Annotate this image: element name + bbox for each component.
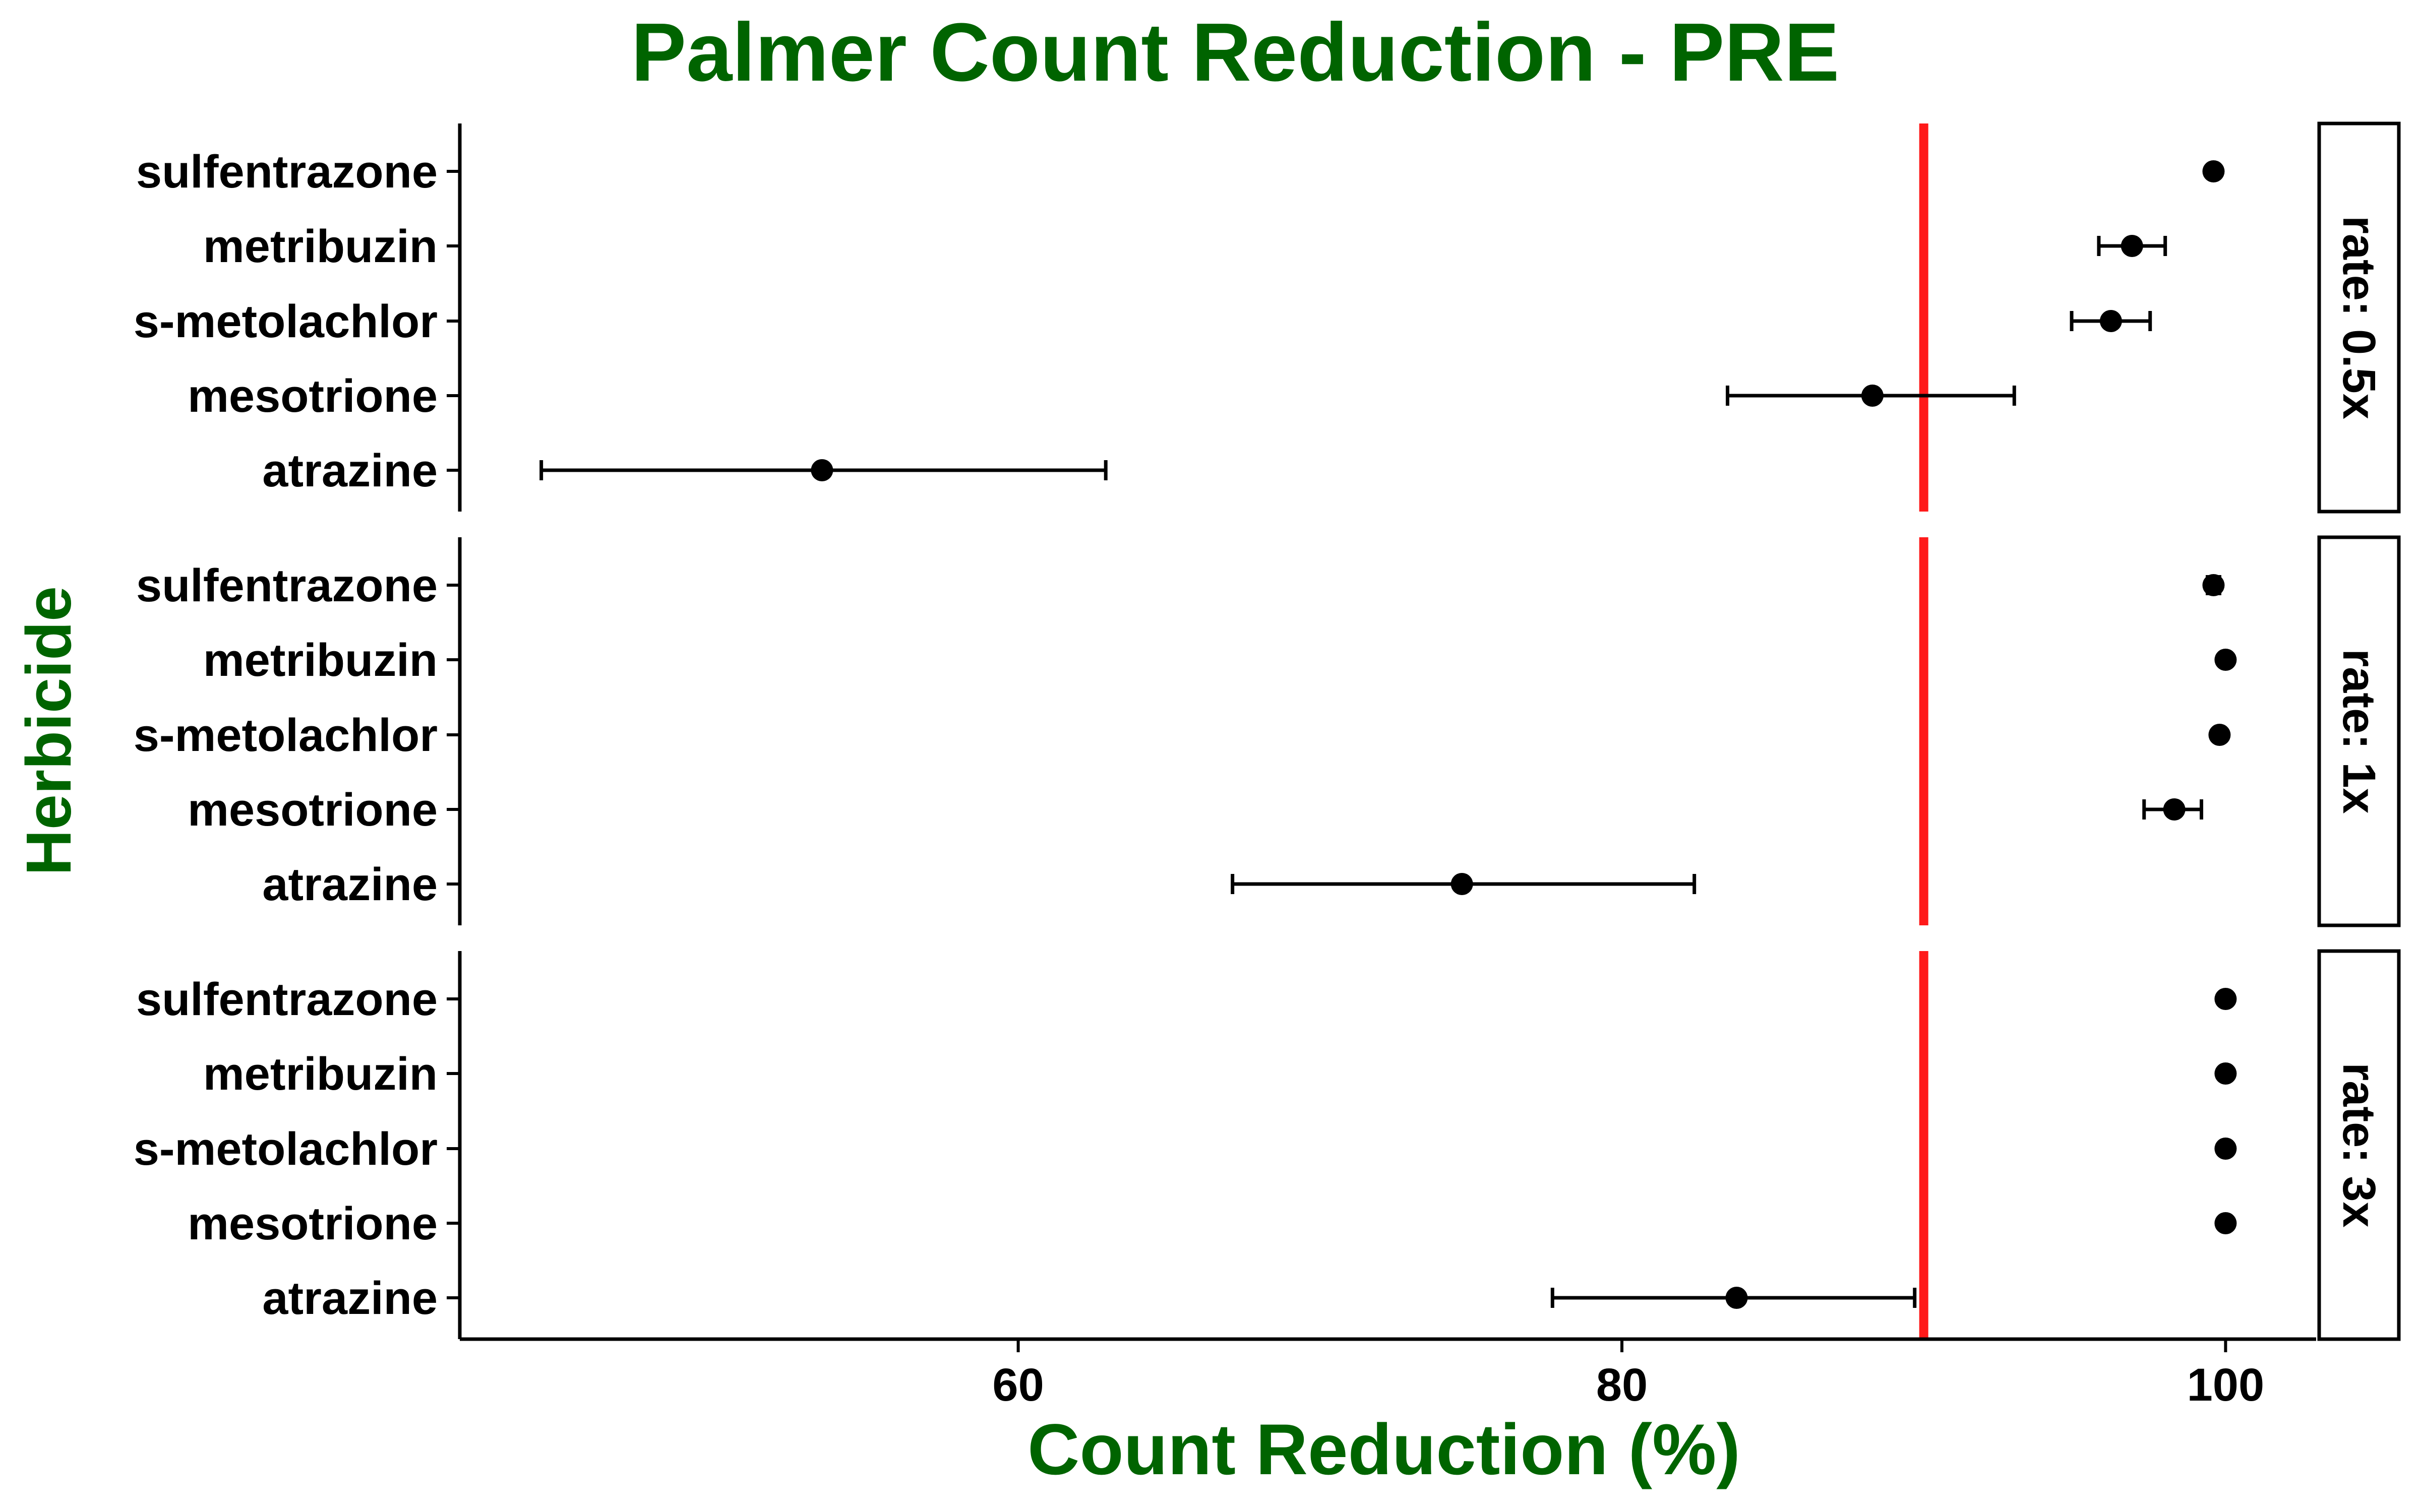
data-point: [2121, 235, 2143, 257]
facet-strip-label: rate: 3x: [2333, 1062, 2385, 1227]
y-tick-label: mesotrione: [188, 370, 438, 422]
y-tick-label: metribuzin: [203, 635, 438, 686]
x-tick-label: 60: [992, 1359, 1044, 1411]
facet-strip: [2317, 121, 2401, 514]
facet-panels: sulfentrazone metribuzin s-metolachlor meso…: [134, 121, 2401, 1341]
data-point: [2202, 160, 2225, 182]
y-tick-label: atrazine: [262, 1273, 438, 1324]
x-tick-label: 100: [2187, 1359, 2265, 1411]
data-point: [2099, 310, 2122, 332]
data-point: [1861, 385, 1884, 407]
y-tick-label: s-metolachlor: [134, 1123, 438, 1175]
data-point: [2214, 1062, 2237, 1085]
y-tick-label: atrazine: [262, 859, 438, 910]
data-point: [2214, 649, 2237, 671]
facet-strip: [2317, 949, 2401, 1341]
facet-strip-label: rate: 1x: [2333, 649, 2385, 813]
y-tick-label: sulfentrazone: [136, 560, 438, 611]
data-point: [2202, 574, 2225, 596]
data-point: [1450, 873, 1473, 895]
facet-strip: [2317, 535, 2401, 927]
data-point: [811, 459, 833, 481]
facet-panel: sulfentrazone metribuzin s-metolachlor meso…: [134, 121, 2401, 514]
chart-title: Palmer Count Reduction - PRE: [631, 6, 1839, 98]
x-tick-label: 80: [1596, 1359, 1648, 1411]
y-tick-label: mesotrione: [188, 1198, 438, 1249]
data-point: [1725, 1287, 1748, 1309]
data-point: [2208, 724, 2231, 746]
x-axis: 60 80 100: [460, 1337, 2316, 1411]
y-tick-label: metribuzin: [203, 221, 438, 272]
y-tick-label: metribuzin: [203, 1048, 438, 1100]
y-tick-label: sulfentrazone: [136, 146, 438, 198]
data-point: [2214, 1138, 2237, 1160]
y-axis-label: Herbicide: [13, 586, 84, 875]
facet-strip-label: rate: 0.5x: [2333, 216, 2385, 419]
facet-panel: sulfentrazone metribuzin s-metolachlor meso…: [134, 535, 2401, 927]
y-tick-label: s-metolachlor: [134, 296, 438, 347]
x-axis-label: Count Reduction (%): [1027, 1410, 1740, 1490]
data-point: [2214, 1212, 2237, 1234]
y-tick-label: mesotrione: [188, 784, 438, 836]
data-point: [2163, 798, 2186, 821]
y-tick-label: sulfentrazone: [136, 974, 438, 1025]
facet-panel: sulfentrazone metribuzin s-metolachlor meso…: [134, 949, 2401, 1341]
y-tick-label: atrazine: [262, 445, 438, 496]
data-point: [2214, 988, 2237, 1010]
y-tick-label: s-metolachlor: [134, 710, 438, 761]
